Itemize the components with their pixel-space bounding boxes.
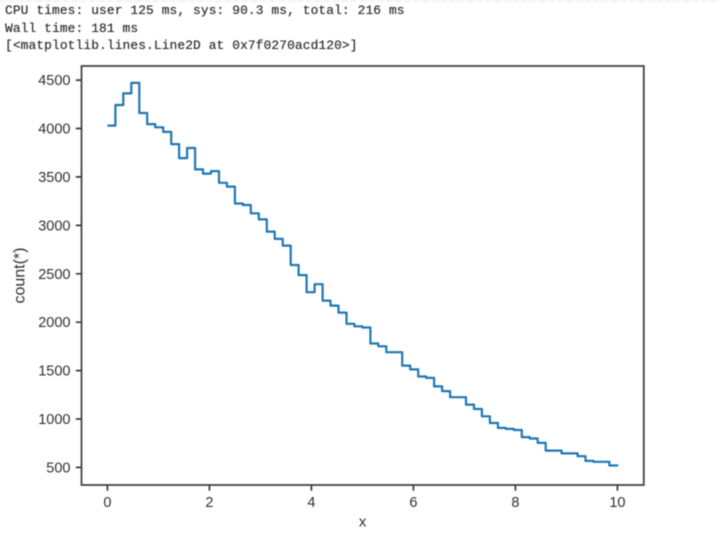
svg-text:2500: 2500 (38, 267, 70, 283)
svg-text:3500: 3500 (38, 170, 70, 186)
svg-text:1500: 1500 (38, 364, 70, 380)
svg-text:6: 6 (409, 495, 417, 511)
svg-text:x: x (359, 514, 367, 531)
svg-text:0: 0 (103, 495, 111, 511)
svg-text:1000: 1000 (38, 412, 70, 428)
svg-text:8: 8 (511, 495, 519, 511)
svg-text:3000: 3000 (38, 218, 70, 234)
svg-text:4500: 4500 (38, 73, 70, 89)
svg-text:2: 2 (205, 495, 213, 511)
svg-text:500: 500 (46, 460, 70, 476)
svg-text:4: 4 (307, 495, 315, 511)
svg-text:4000: 4000 (38, 122, 70, 138)
svg-text:2000: 2000 (38, 315, 70, 331)
svg-text:count(*): count(*) (12, 247, 29, 303)
svg-text:10: 10 (609, 495, 625, 511)
